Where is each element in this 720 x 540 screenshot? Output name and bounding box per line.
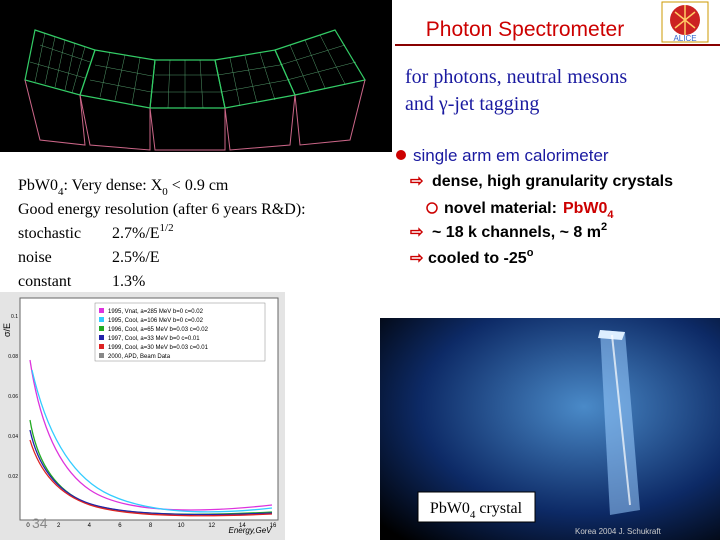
logo-text: ALICE: [673, 34, 696, 43]
arrow-icon: ⇨: [410, 173, 424, 190]
spec-value: 1.3%: [112, 273, 145, 290]
y-tick-label: 0.04: [8, 434, 18, 440]
sub-bullet: dense, high granularity crystals: [432, 173, 673, 190]
x-tick-label: 16: [270, 523, 277, 529]
x-tick-label: 14: [239, 523, 246, 529]
sub-bullet: cooled to -25o: [428, 247, 534, 267]
y-tick-label: 0.06: [8, 394, 18, 400]
legend-entry: 1999, Cool, a=30 MeV b=0.03 c=0.01: [108, 345, 209, 351]
material: PbW0: [563, 200, 608, 217]
legend-entry: 1997, Cool, a=33 MeV b=0 c=0.01: [108, 336, 200, 342]
spec-value: 2.5%/E: [112, 249, 160, 266]
legend-swatch: [99, 326, 104, 331]
y-tick-label: 0.08: [8, 354, 18, 360]
spec-line: PbW04: Very dense: X0 < 0.9 cm: [18, 177, 229, 198]
footer-credit: Korea 2004 J. Schukraft: [575, 527, 662, 536]
material-sub: 4: [607, 209, 614, 221]
arrow-icon: ⇨: [410, 224, 424, 241]
sub-bullet-text: cooled to -25: [428, 250, 527, 267]
legend-entry: 1995, Cool, a=106 MeV b=0 c=0.02: [108, 318, 204, 324]
legend-entry: 1996, Cool, a=65 MeV b=0.03 c=0.02: [108, 327, 209, 333]
legend-swatch: [99, 317, 104, 322]
caption: PbW04 crystal: [430, 500, 523, 521]
x-tick-label: 0: [26, 523, 30, 529]
sub-bullet: novel material: PbW04: [444, 200, 614, 221]
spec-line: Good energy resolution (after 6 years R&…: [18, 201, 306, 218]
arrow-icon: ⇨: [410, 250, 424, 267]
resolution-plot: σ/E Energy,GeV 0 2 4 6 8 10 12 14 16 0.1 0.08 0.06 0…: [0, 292, 285, 540]
spec-label: constant: [18, 273, 72, 290]
slide-title: Photon Spectrometer: [426, 18, 624, 41]
x-tick-label: 4: [88, 523, 92, 529]
x-tick-label: 8: [149, 523, 153, 529]
caption-text: PbW0: [430, 500, 470, 517]
spec-text: < 0.9 cm: [168, 177, 229, 194]
caption-box: [417, 491, 536, 523]
sub-bullet-text: ~ 18 k channels, ~ 8 m: [432, 224, 601, 241]
x-tick-label: 2: [57, 523, 61, 529]
spec-sup: 1/2: [160, 222, 174, 234]
logo: ALICE: [661, 1, 709, 43]
sub-bullet-text: novel material:: [444, 200, 557, 217]
spec-text: 2.7%/E: [112, 225, 160, 242]
legend-swatch: [99, 353, 104, 358]
x-axis-label: Energy,GeV: [229, 526, 273, 535]
intro-line: for photons, neutral mesons: [405, 66, 627, 88]
spec-label: noise: [18, 249, 52, 266]
x-tick-label: 12: [208, 523, 215, 529]
spec-label: stochastic: [18, 225, 81, 242]
x-tick-label: 6: [118, 523, 122, 529]
sub-bullet: ~ 18 k channels, ~ 8 m2: [432, 221, 607, 241]
detector-image: [0, 0, 392, 152]
spec-text: PbW0: [18, 177, 58, 194]
spec-value: 2.7%/E1/2: [112, 222, 174, 242]
y-axis-label: σ/E: [2, 323, 12, 337]
legend-entry: 1995, Vnat, a=285 MeV b=0 c=0.02: [108, 309, 204, 315]
legend-swatch: [99, 335, 104, 340]
page-number: 34: [32, 515, 48, 531]
sub-icon: [426, 202, 438, 214]
caption-sub: 4: [470, 509, 476, 521]
y-tick-label: 0.1: [11, 314, 18, 320]
sup: 2: [601, 221, 607, 233]
spec-sub: 4: [58, 186, 64, 198]
spec-text: : Very dense: X: [64, 177, 163, 194]
bullet: single arm em calorimeter: [413, 146, 609, 165]
legend-swatch: [99, 308, 104, 313]
intro-line: and γ-jet tagging: [405, 93, 539, 115]
legend-entry: 2000, APD, Beam Data: [108, 354, 171, 360]
spec-sub: 0: [162, 186, 168, 198]
caption-text: crystal: [475, 500, 522, 517]
x-tick-label: 10: [178, 523, 185, 529]
legend-swatch: [99, 344, 104, 349]
bullet-dot: [396, 150, 406, 160]
sup: o: [527, 247, 534, 259]
y-tick-label: 0.02: [8, 474, 18, 480]
